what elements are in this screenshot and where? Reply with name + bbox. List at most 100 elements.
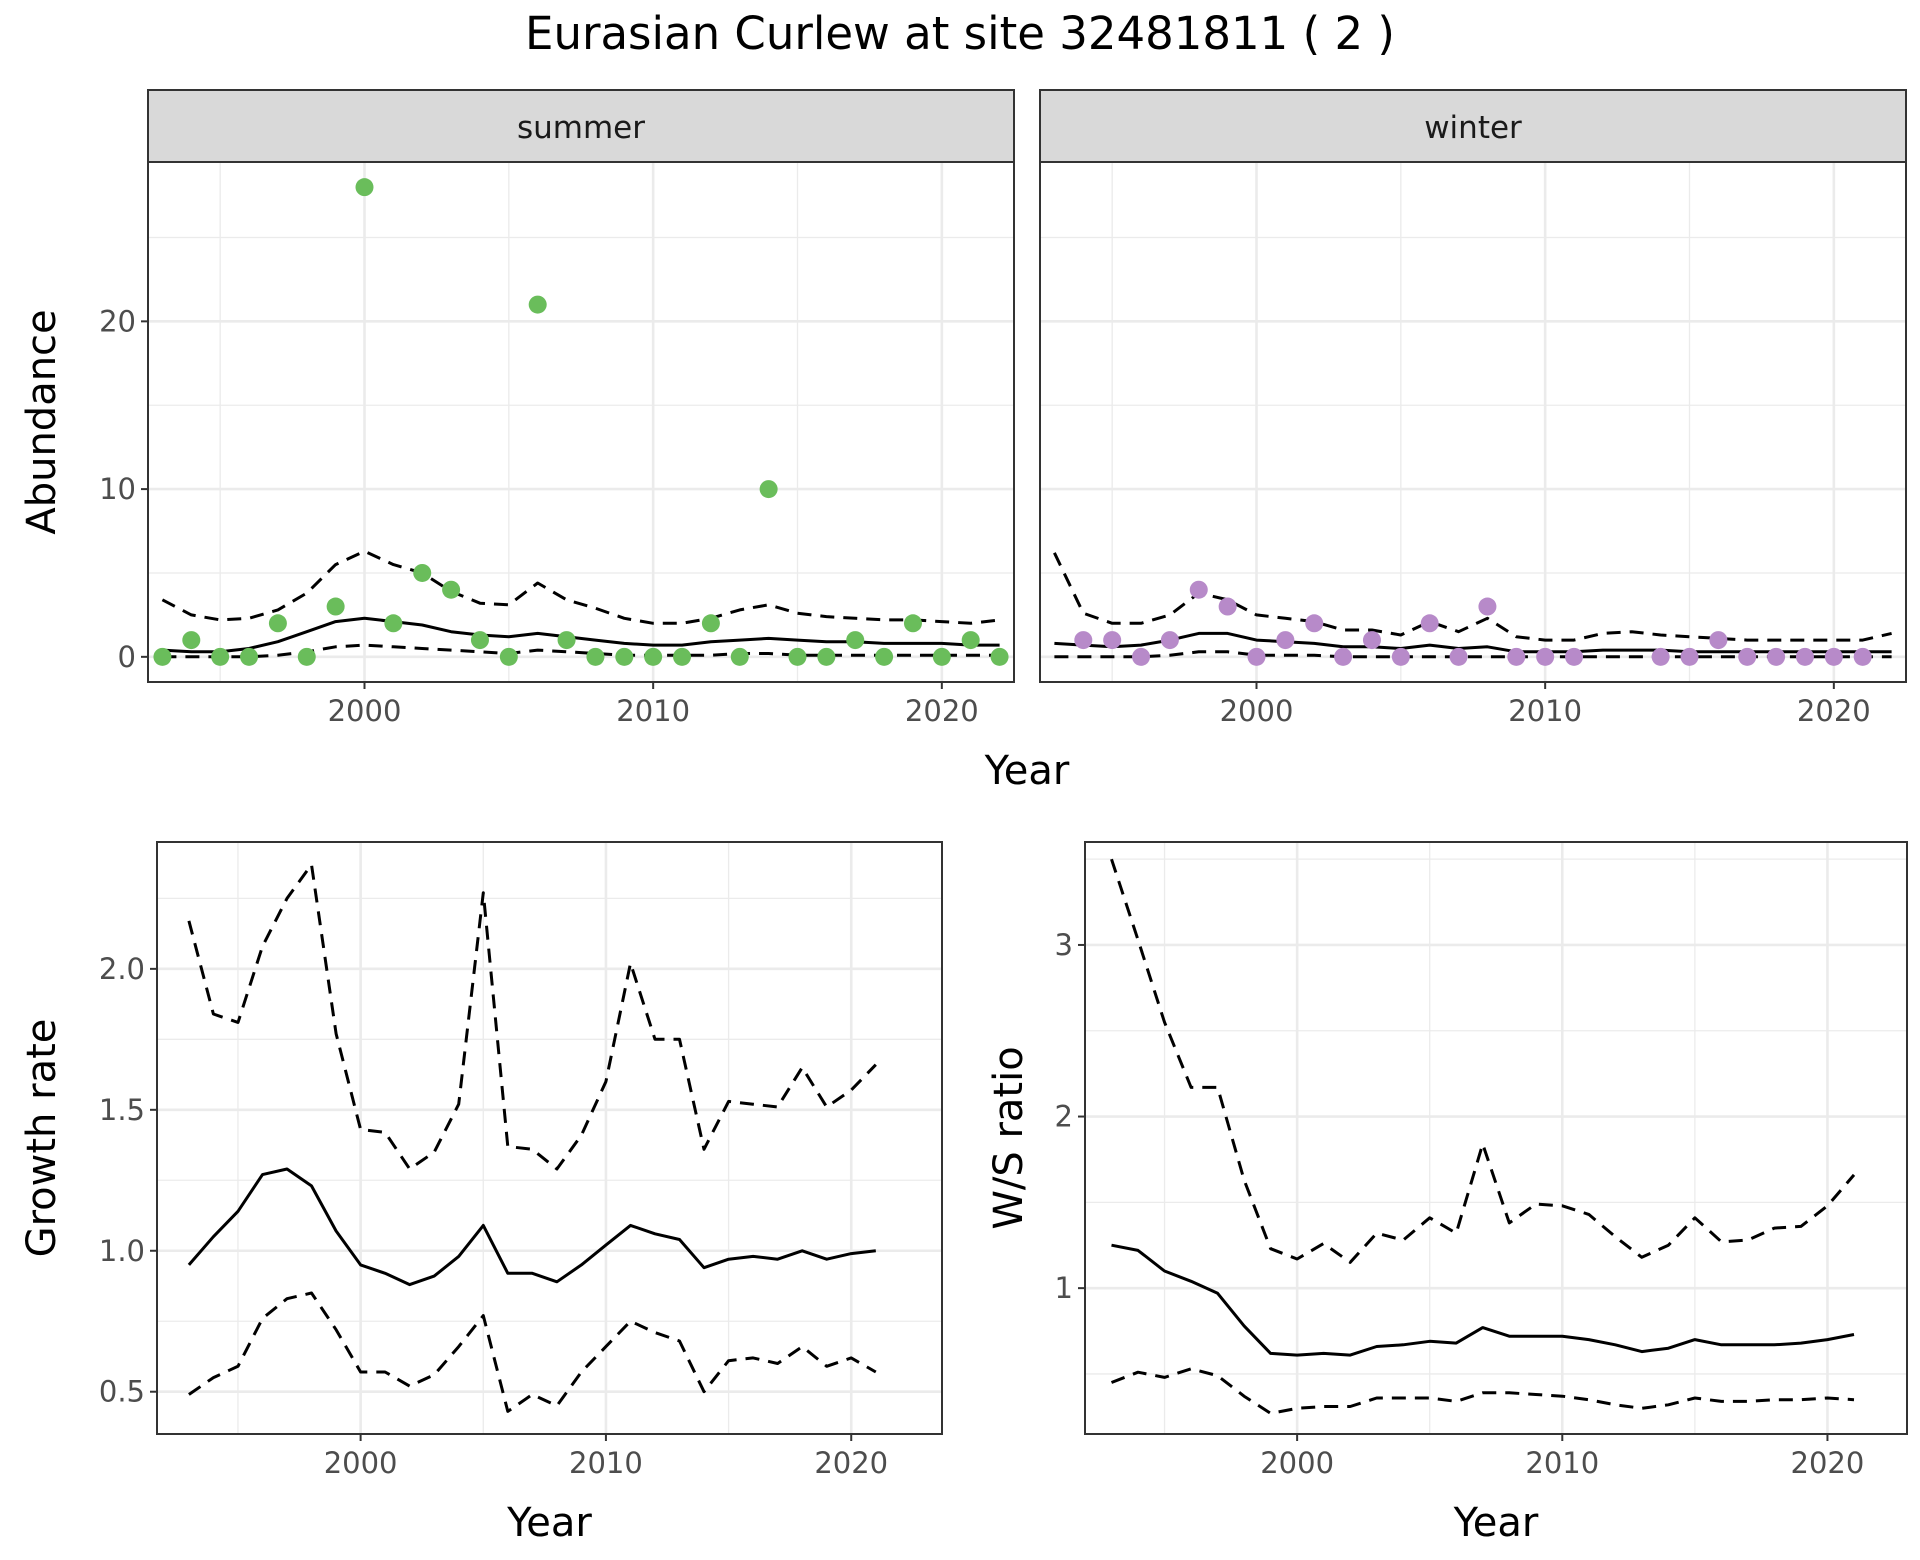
growth-upper-ci-line bbox=[187, 863, 877, 1171]
growth-x-axis-title: Year bbox=[506, 1500, 592, 1546]
ws-ratio-plot-background bbox=[1085, 842, 1907, 1434]
abundance-winter-point bbox=[1651, 647, 1670, 666]
abundance-summer-point bbox=[326, 597, 345, 616]
ws-ratio-x-tick-label: 2010 bbox=[1525, 1446, 1599, 1480]
ws-ratio-estimate-line bbox=[1111, 1243, 1855, 1357]
abundance-winter-point bbox=[1853, 647, 1872, 666]
abundance-winter-plot-background bbox=[1040, 162, 1906, 682]
abundance-summer-point bbox=[990, 647, 1009, 666]
abundance-summer-point bbox=[730, 647, 749, 666]
abundance-summer-point bbox=[846, 631, 865, 650]
abundance-winter-x-tick-label: 2010 bbox=[1508, 694, 1582, 728]
abundance-summer-point bbox=[644, 647, 663, 666]
figure-title: Eurasian Curlew at site 32481811 ( 2 ) bbox=[525, 7, 1395, 60]
abundance-winter-point bbox=[1709, 631, 1728, 650]
growth-x-tick-label: 2020 bbox=[814, 1446, 888, 1480]
ws-ratio-x-tick-label: 2000 bbox=[1260, 1446, 1334, 1480]
abundance-summer-panel: 2000 2010 2020 0 10 20 bbox=[99, 161, 1015, 728]
abundance-winter-point bbox=[1334, 647, 1353, 666]
abundance-winter-point bbox=[1247, 647, 1266, 666]
ws-ratio-lines bbox=[1110, 858, 1856, 1415]
abundance-summer-point bbox=[355, 178, 374, 197]
abundance-summer-y-tick-label: 20 bbox=[99, 304, 136, 338]
abundance-summer-point bbox=[153, 647, 172, 666]
abundance-summer-y-tick-label: 10 bbox=[99, 472, 136, 506]
abundance-summer-point bbox=[961, 631, 980, 650]
abundance-summer-point bbox=[528, 295, 547, 314]
abundance-winter-point bbox=[1449, 647, 1468, 666]
growth-panel: 2000 2010 2020 0.5 1.0 1.5 2.0 bbox=[99, 841, 943, 1480]
abundance-summer-panel-border bbox=[147, 161, 1015, 683]
abundance-summer-point bbox=[499, 647, 518, 666]
abundance-summer-point bbox=[759, 480, 778, 499]
ws-ratio-upper-ci-line bbox=[1110, 858, 1856, 1264]
abundance-winter-point bbox=[1276, 631, 1295, 650]
ws-ratio-x-tick-label: 2020 bbox=[1791, 1446, 1865, 1480]
ws-ratio-y-tick-label: 3 bbox=[1055, 928, 1073, 962]
abundance-summer-point bbox=[211, 647, 230, 666]
ws-ratio-panel: 2000 2010 2020 1 2 3 bbox=[1055, 841, 1908, 1480]
abundance-summer-point bbox=[557, 631, 576, 650]
abundance-winter-point bbox=[1824, 647, 1843, 666]
abundance-summer-point bbox=[932, 647, 951, 666]
abundance-winter-strip-label: winter bbox=[1424, 110, 1522, 146]
abundance-winter-x-tick-label: 2000 bbox=[1220, 694, 1294, 728]
abundance-summer-upper-ci-line bbox=[161, 549, 1000, 625]
abundance-summer-point bbox=[903, 614, 922, 633]
growth-x-tick-label: 2010 bbox=[569, 1446, 643, 1480]
abundance-summer-gridlines bbox=[148, 162, 1014, 682]
abundance-winter-point bbox=[1132, 647, 1151, 666]
abundance-summer-plot-background bbox=[148, 162, 1014, 682]
abundance-summer-point bbox=[875, 647, 894, 666]
abundance-x-axis-title: Year bbox=[984, 748, 1070, 794]
abundance-winter-point bbox=[1795, 647, 1814, 666]
abundance-winter-point bbox=[1305, 614, 1324, 633]
abundance-summer-points bbox=[153, 178, 1009, 666]
abundance-winter-panel: 2000 2010 2020 bbox=[1039, 161, 1907, 728]
abundance-summer-point bbox=[673, 647, 692, 666]
abundance-winter-x-tick-label: 2020 bbox=[1797, 694, 1871, 728]
growth-x-tick-label: 2000 bbox=[324, 1446, 398, 1480]
abundance-winter-point bbox=[1362, 631, 1381, 650]
abundance-summer-point bbox=[470, 631, 489, 650]
abundance-summer-point bbox=[788, 647, 807, 666]
abundance-summer-point bbox=[586, 647, 605, 666]
abundance-winter-point bbox=[1218, 597, 1237, 616]
abundance-summer-point bbox=[442, 580, 461, 599]
growth-plot-background bbox=[157, 842, 942, 1434]
abundance-winter-point bbox=[1391, 647, 1410, 666]
abundance-summer-point bbox=[268, 614, 287, 633]
abundance-winter-panel-border bbox=[1039, 161, 1907, 683]
abundance-summer-x-tick-label: 2010 bbox=[616, 694, 690, 728]
abundance-y-axis-title: Abundance bbox=[19, 309, 65, 534]
abundance-winter-point bbox=[1767, 647, 1786, 666]
abundance-summer-point bbox=[182, 631, 201, 650]
abundance-winter-point bbox=[1536, 647, 1555, 666]
abundance-winter-point bbox=[1738, 647, 1757, 666]
ws-ratio-gridlines bbox=[1085, 842, 1907, 1434]
abundance-winter-point bbox=[1103, 631, 1122, 650]
abundance-winter-point bbox=[1160, 631, 1179, 650]
growth-y-tick-label: 1.5 bbox=[99, 1093, 145, 1127]
plot-root: summer 2000 2010 2020 0 10 20 winter 2000 2010 202… bbox=[19, 89, 1908, 1546]
ws-ratio-y-tick-label: 1 bbox=[1055, 1271, 1073, 1305]
abundance-winter-gridlines bbox=[1040, 162, 1906, 682]
abundance-winter-point bbox=[1565, 647, 1584, 666]
abundance-summer-point bbox=[701, 614, 720, 633]
abundance-winter-point bbox=[1189, 580, 1208, 599]
abundance-summer-x-tick-label: 2000 bbox=[328, 694, 402, 728]
growth-y-axis-title: Growth rate bbox=[19, 1019, 65, 1258]
abundance-summer-point bbox=[384, 614, 403, 633]
growth-y-tick-label: 2.0 bbox=[99, 952, 145, 986]
abundance-summer-point bbox=[297, 647, 316, 666]
abundance-summer-point bbox=[413, 563, 432, 582]
abundance-summer-x-tick-label: 2020 bbox=[905, 694, 979, 728]
abundance-winter-point bbox=[1074, 631, 1093, 650]
abundance-summer-y-tick-label: 0 bbox=[118, 640, 136, 674]
abundance-winter-strip bbox=[1039, 89, 1907, 163]
abundance-winter-point bbox=[1478, 597, 1497, 616]
ws-ratio-x-axis-title: Year bbox=[1453, 1500, 1539, 1546]
abundance-summer-point bbox=[240, 647, 259, 666]
growth-estimate-line bbox=[187, 1167, 876, 1287]
